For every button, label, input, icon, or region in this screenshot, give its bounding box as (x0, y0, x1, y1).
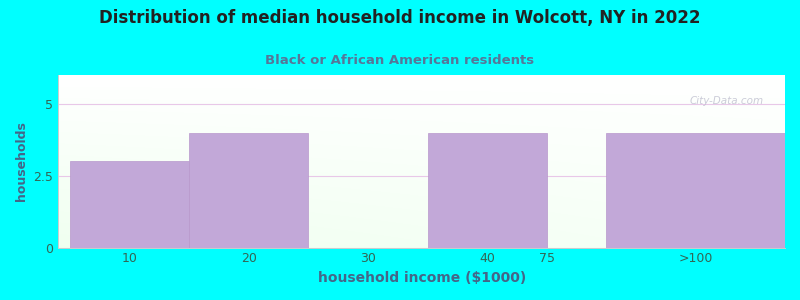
Y-axis label: households: households (15, 122, 28, 201)
Bar (70, 161, 190, 248)
X-axis label: household income ($1000): household income ($1000) (318, 271, 526, 285)
Text: City-Data.com: City-Data.com (689, 96, 763, 106)
Text: Black or African American residents: Black or African American residents (266, 54, 534, 67)
Text: Distribution of median household income in Wolcott, NY in 2022: Distribution of median household income … (99, 9, 701, 27)
Bar (190, 133, 309, 248)
Bar (428, 133, 546, 248)
Bar (606, 133, 785, 248)
